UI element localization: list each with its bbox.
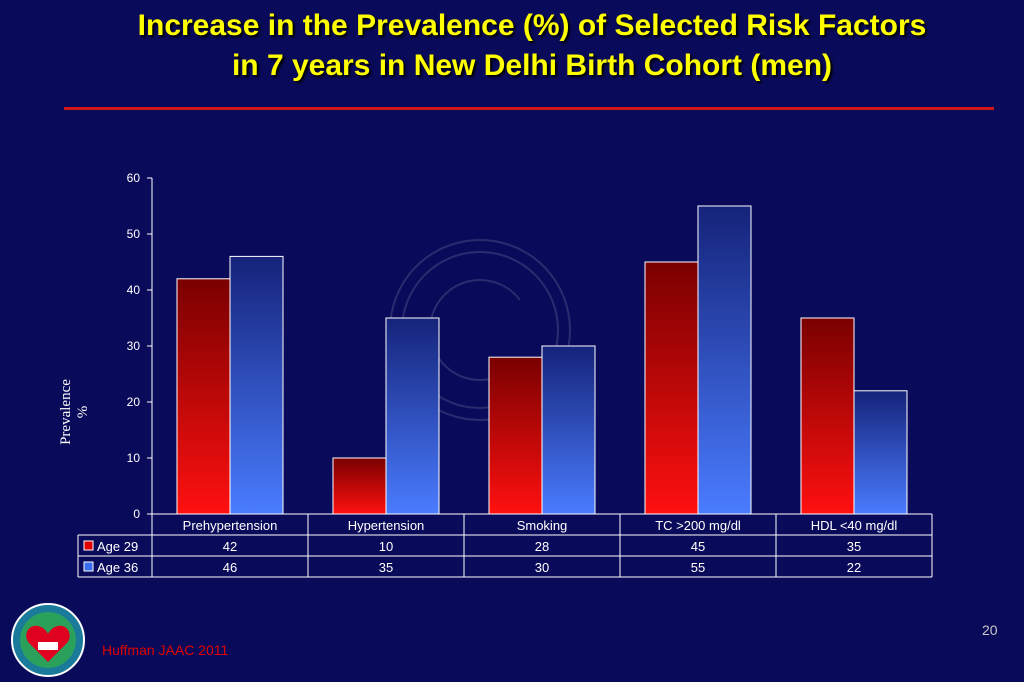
- table-value: 45: [691, 539, 705, 554]
- table-value: 55: [691, 560, 705, 575]
- title-divider: [64, 107, 994, 110]
- bar-age29: [488, 356, 543, 515]
- y-tick-label: 50: [127, 227, 141, 241]
- legend-label: Age 36: [97, 560, 138, 575]
- category-label: Hypertension: [348, 518, 425, 533]
- category-label: Smoking: [517, 518, 568, 533]
- slide-title: Increase in the Prevalence (%) of Select…: [40, 6, 1024, 86]
- legend-label: Age 29: [97, 539, 138, 554]
- y-axis-label: Prevalence %: [58, 379, 91, 445]
- y-tick-label: 10: [127, 451, 141, 465]
- y-tick-label: 20: [127, 395, 141, 409]
- citation: Huffman JAAC 2011: [102, 642, 229, 658]
- y-tick-label: 40: [127, 283, 141, 297]
- y-tick-label: 30: [127, 339, 141, 353]
- table-value: 28: [535, 539, 549, 554]
- title-line-1: Increase in the Prevalence (%) of Select…: [137, 9, 927, 42]
- table-value: 35: [847, 539, 861, 554]
- cadi-logo: [11, 603, 85, 677]
- table-value: 10: [379, 539, 393, 554]
- bar-age36: [853, 390, 908, 515]
- category-label: HDL <40 mg/dl: [811, 518, 898, 533]
- y-tick-label: 60: [127, 171, 141, 185]
- category-label: Prehypertension: [183, 518, 278, 533]
- category-label: TC >200 mg/dl: [655, 518, 741, 533]
- page-number: 20: [982, 622, 998, 638]
- table-value: 35: [379, 560, 393, 575]
- y-tick-label: 0: [133, 507, 140, 521]
- table-value: 22: [847, 560, 861, 575]
- bar-age36: [385, 317, 440, 515]
- table-value: 30: [535, 560, 549, 575]
- legend-swatch-age29: [83, 540, 94, 551]
- table-value: 46: [223, 560, 237, 575]
- bar-age29: [800, 317, 855, 515]
- bar-age36: [697, 205, 752, 515]
- bar-age36: [541, 345, 596, 515]
- bar-age29: [332, 457, 387, 515]
- table-value: 42: [223, 539, 237, 554]
- bar-age29: [644, 261, 699, 515]
- bar-age29: [176, 278, 231, 515]
- bar-age36: [229, 255, 284, 515]
- title-line-2: in 7 years in New Delhi Birth Cohort (me…: [231, 49, 833, 82]
- legend-swatch-age36: [83, 561, 94, 572]
